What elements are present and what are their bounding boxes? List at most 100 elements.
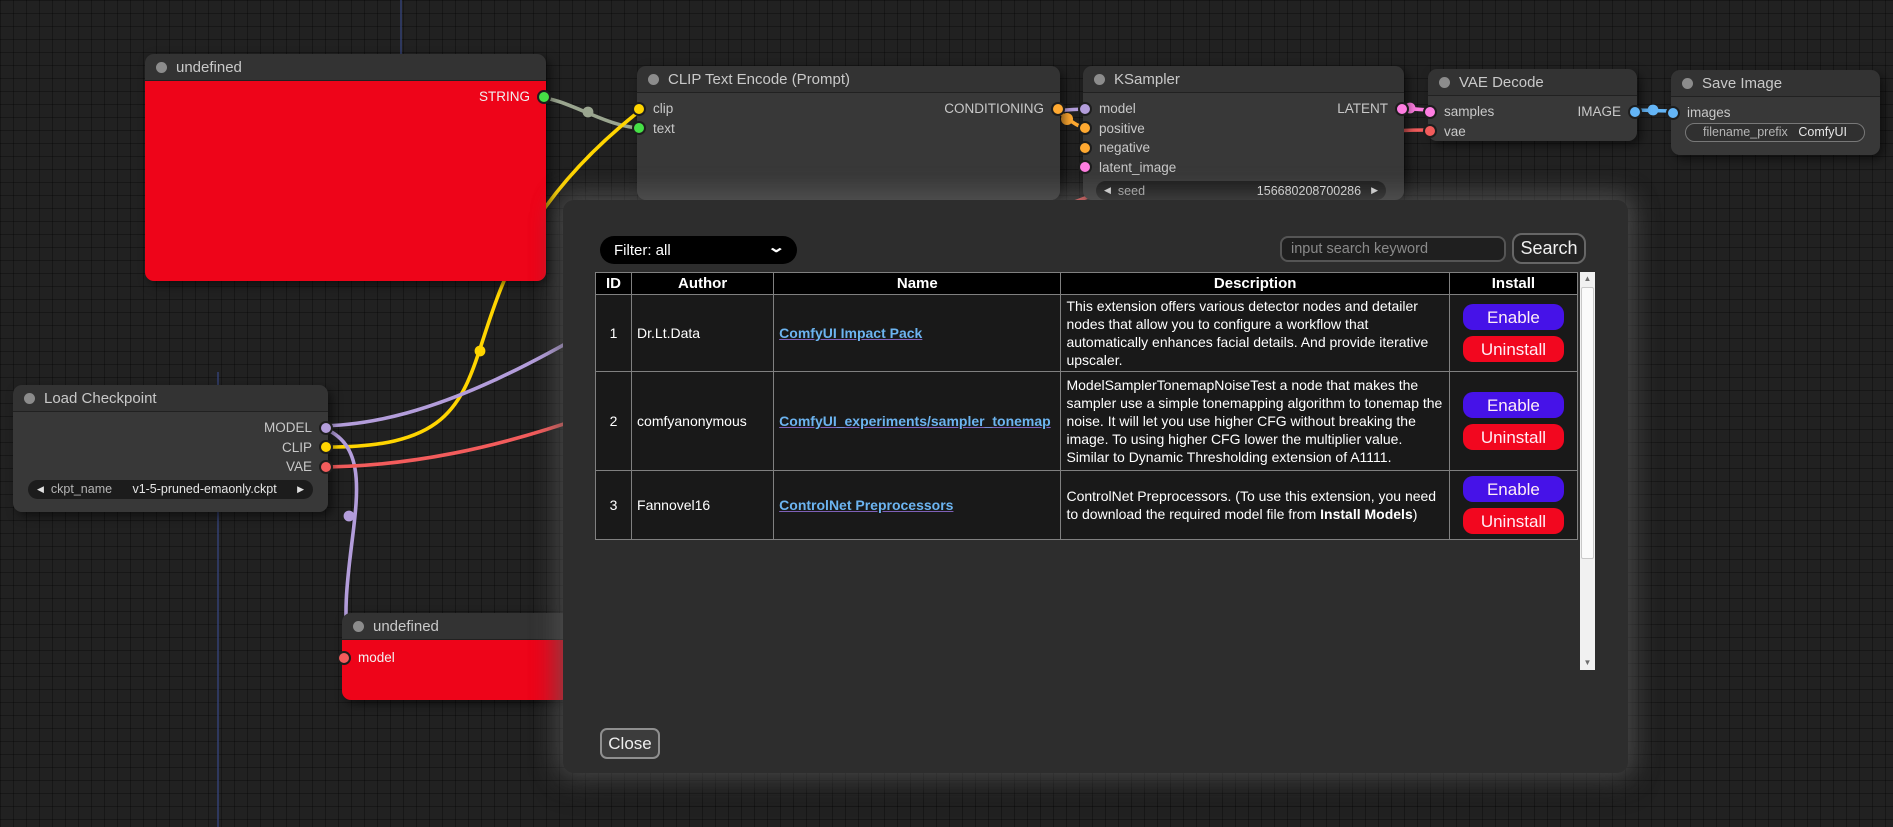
output-slot-model-dot[interactable] (319, 420, 333, 435)
node-undefined-bottom[interactable]: undefined model (337, 613, 570, 700)
ckpt-widget-label: ckpt_name (50, 482, 113, 496)
input-slot-positive-dot[interactable] (1078, 121, 1092, 136)
output-slot-image-dot[interactable] (1628, 104, 1642, 119)
filter-selected-label: Filter: all (614, 241, 671, 259)
scroll-up-icon[interactable]: ▲ (1583, 274, 1592, 283)
wire-string-to-text (534, 95, 643, 130)
node-header[interactable]: Load Checkpoint (13, 385, 328, 412)
node-status-dot (1439, 76, 1450, 88)
extension-link[interactable]: ComfyUI_experiments/sampler_tonemap (779, 413, 1051, 429)
wire-dot-string (582, 106, 594, 118)
output-slot-vae-dot[interactable] (319, 459, 333, 474)
filter-select[interactable]: Filter: all ⌄ (600, 236, 797, 264)
table-row: 1 Dr.Lt.Data ComfyUI Impact Pack This ex… (594, 294, 1579, 372)
node-header[interactable]: Save Image (1671, 70, 1880, 97)
node-vae-decode[interactable]: VAE Decode samples IMAGE vae (1423, 69, 1642, 141)
input-negative: negative (1078, 140, 1150, 155)
output-model: MODEL (264, 420, 333, 435)
chevron-down-icon: ⌄ (767, 238, 787, 256)
input-slot-clip-dot[interactable] (632, 101, 646, 116)
ckpt-widget-value[interactable]: v1-5-pruned-emaonly.ckpt (132, 482, 277, 496)
enable-button[interactable]: Enable (1462, 304, 1564, 330)
node-save-image[interactable]: Save Image images filename_prefix ComfyU… (1666, 70, 1880, 155)
node-status-dot (1094, 73, 1105, 85)
node-header[interactable]: undefined (342, 613, 570, 640)
enable-button[interactable]: Enable (1462, 476, 1564, 502)
output-clip: CLIP (282, 440, 333, 455)
input-latent-image: latent_image (1078, 160, 1176, 175)
uninstall-button[interactable]: Uninstall (1462, 336, 1564, 362)
extension-link[interactable]: ControlNet Preprocessors (779, 497, 954, 513)
ckpt-prev-arrow[interactable]: ◀ (37, 483, 44, 494)
input-slot-images-dot[interactable] (1666, 105, 1680, 120)
ckpt-next-arrow[interactable]: ▶ (297, 483, 304, 494)
seed-widget[interactable]: ◀ seed 156680208700286 ▶ (1096, 181, 1386, 200)
cell-description: ControlNet Preprocessors. (To use this e… (1060, 470, 1450, 540)
output-latent: LATENT (1337, 101, 1409, 116)
node-header[interactable]: undefined (145, 54, 546, 81)
node-status-dot (156, 61, 167, 73)
input-clip: clip (632, 101, 673, 116)
search-input[interactable] (1280, 236, 1506, 262)
node-header[interactable]: CLIP Text Encode (Prompt) (637, 66, 1060, 93)
wire-dot-image (1647, 104, 1659, 116)
table-scrollbar[interactable]: ▲ ▼ (1580, 272, 1595, 670)
node-title: undefined (176, 58, 242, 76)
input-model: model (337, 650, 395, 665)
search-button[interactable]: Search (1512, 233, 1586, 264)
uninstall-button[interactable]: Uninstall (1462, 508, 1564, 534)
input-slot-samples-dot[interactable] (1423, 104, 1437, 119)
node-header[interactable]: KSampler (1083, 66, 1404, 93)
output-slot-clip-dot[interactable] (319, 440, 333, 455)
cell-description: ModelSamplerTonemapNoiseTest a node that… (1060, 371, 1450, 471)
table-row: 3 Fannovel16 ControlNet Preprocessors Co… (594, 470, 1579, 540)
cell-author: Dr.Lt.Data (631, 294, 775, 372)
cell-author: Fannovel16 (631, 470, 775, 540)
seed-widget-label: seed (1117, 183, 1146, 198)
node-status-dot (353, 620, 364, 632)
node-header[interactable]: VAE Decode (1428, 69, 1637, 96)
node-ksampler[interactable]: KSampler model LATENT positive negative (1078, 66, 1409, 200)
canvas-axis-line-top (400, 0, 402, 57)
node-title: KSampler (1114, 70, 1180, 88)
node-title: CLIP Text Encode (Prompt) (668, 70, 851, 88)
node-title: undefined (373, 617, 439, 635)
filename-prefix-value[interactable]: ComfyUI (1798, 125, 1847, 139)
output-slot-latent-dot[interactable] (1395, 101, 1409, 116)
col-header-description: Description (1060, 272, 1450, 295)
input-slot-negative-dot[interactable] (1078, 140, 1092, 155)
input-slot-model-dot[interactable] (337, 650, 351, 665)
node-status-dot (648, 73, 659, 85)
input-model: model (1078, 101, 1136, 116)
node-status-dot (1682, 77, 1693, 89)
node-title: Save Image (1702, 74, 1783, 92)
node-undefined-top[interactable]: undefined STRING (145, 54, 551, 281)
scroll-down-icon[interactable]: ▼ (1583, 658, 1592, 667)
node-status-dot (24, 392, 35, 404)
wire-dot-model (343, 510, 355, 522)
node-clip-text-encode[interactable]: CLIP Text Encode (Prompt) clip CONDITION… (632, 66, 1065, 200)
seed-widget-value[interactable]: 156680208700286 (1256, 183, 1362, 198)
output-slot-conditioning-dot[interactable] (1051, 101, 1065, 116)
close-button[interactable]: Close (600, 728, 660, 759)
input-slot-vae-dot[interactable] (1423, 124, 1437, 139)
extension-link[interactable]: ComfyUI Impact Pack (779, 325, 923, 341)
cell-author: comfyanonymous (631, 371, 775, 471)
input-slot-text-dot[interactable] (632, 121, 646, 136)
output-slot-string-dot[interactable] (537, 89, 551, 104)
scrollbar-thumb[interactable] (1581, 287, 1594, 559)
ckpt-name-widget[interactable]: ◀ ckpt_name v1-5-pruned-emaonly.ckpt ▶ (28, 479, 313, 499)
col-header-id: ID (594, 272, 633, 295)
input-slot-model-dot[interactable] (1078, 101, 1092, 116)
seed-decrement-arrow[interactable]: ◀ (1104, 185, 1111, 195)
output-vae: VAE (286, 459, 333, 474)
node-load-checkpoint[interactable]: Load Checkpoint MODEL CLIP VAE ◀ ckpt_na… (13, 385, 333, 512)
col-header-install: Install (1448, 272, 1579, 295)
seed-increment-arrow[interactable]: ▶ (1371, 185, 1378, 195)
uninstall-button[interactable]: Uninstall (1462, 424, 1564, 450)
filename-prefix-widget[interactable]: filename_prefix ComfyUI (1685, 122, 1865, 142)
input-vae: vae (1423, 124, 1466, 139)
input-slot-latent-image-dot[interactable] (1078, 160, 1092, 175)
enable-button[interactable]: Enable (1462, 392, 1564, 418)
